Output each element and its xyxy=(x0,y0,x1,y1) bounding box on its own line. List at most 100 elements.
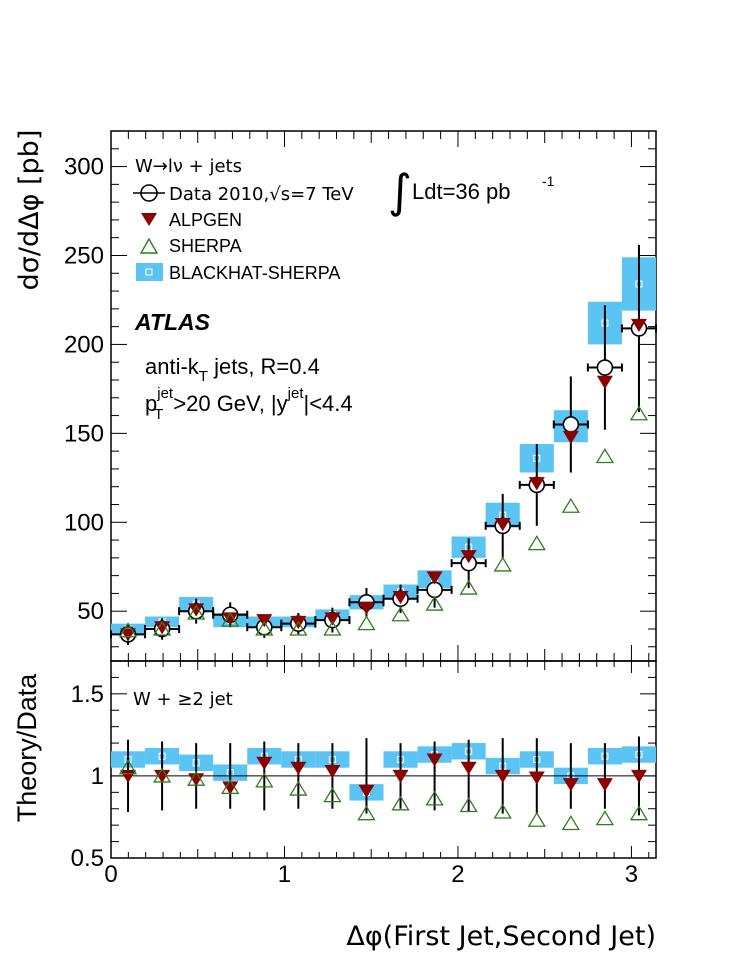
jet-cut-mid: >20 GeV, |y xyxy=(173,391,287,416)
alpgen-point xyxy=(494,518,511,532)
jet-definition-annotation: anti-kT jets, R=0.4 pjet T >20 GeV, |yjet|… xyxy=(145,354,353,423)
alpgen-point xyxy=(324,612,341,626)
alpgen-point xyxy=(358,601,375,615)
alpgen-point xyxy=(222,612,239,626)
main-axis-ticks xyxy=(110,130,656,661)
alpgen-point xyxy=(120,628,137,642)
jet-algo-sub: T xyxy=(199,368,208,385)
legend-title: W→lν + jets xyxy=(135,156,242,177)
legend-blackhat-label: BLACKHAT-SHERPA xyxy=(169,263,340,283)
ratio-blackhat-bands xyxy=(111,743,656,801)
ratio-sherpa-point xyxy=(323,787,342,803)
main-alpgen-points xyxy=(120,318,647,642)
ratio-sherpa-point xyxy=(629,805,649,821)
sherpa-point xyxy=(118,622,138,638)
ratio-alpgen-point xyxy=(154,769,171,784)
sherpa-point xyxy=(255,620,274,636)
jet-algorithm-text: anti-kT jets, R=0.4 xyxy=(145,354,320,385)
ratio-sherpa-point xyxy=(493,803,512,819)
sherpa-point xyxy=(459,579,478,595)
sherpa-point xyxy=(629,405,649,421)
legend-blackhat-inner xyxy=(145,268,153,276)
ratio-axis-ticks xyxy=(110,660,656,859)
main-ytick-label: 50 xyxy=(77,598,104,625)
x-axis-title: Δφ(First Jet,Second Jet) xyxy=(346,921,656,952)
sherpa-point xyxy=(561,497,580,513)
sherpa-point xyxy=(595,448,615,464)
ratio-alpgen-point xyxy=(324,764,341,779)
ratio-sherpa-point xyxy=(255,772,274,788)
main-ytick-label: 250 xyxy=(64,242,104,269)
ratio-alpgen-point xyxy=(290,761,307,775)
ratio-alpgen-point xyxy=(562,778,579,792)
ratio-sherpa-point xyxy=(187,770,206,786)
jet-algo-main: anti-k xyxy=(145,354,200,379)
main-ytick-label: 100 xyxy=(64,509,104,536)
ratio-alpgen-point xyxy=(256,756,273,770)
sherpa-point xyxy=(289,620,308,636)
ratio-sherpa-point xyxy=(152,767,172,783)
ratio-sherpa-point xyxy=(357,805,376,821)
ratio-sherpa-point xyxy=(425,790,444,806)
sherpa-point xyxy=(323,620,342,636)
ratio-ytick-label: 0.5 xyxy=(71,845,104,872)
legend-sherpa-marker xyxy=(139,237,159,254)
main-y-axis-title: dσ/dΔφ [pb] xyxy=(14,130,45,291)
jet-cut-p: p xyxy=(145,391,157,416)
ratio-sherpa-point xyxy=(561,815,580,831)
integral-symbol: ∫ xyxy=(388,164,412,218)
legend: W→lν + jets Data 2010,√s=7 TeV ALPGEN SH… xyxy=(133,156,354,283)
alpgen-point xyxy=(596,375,613,389)
ratio-y-axis-title: Theory/Data xyxy=(12,673,42,823)
tick-labels: 50 100 150 200 250 300 0 1 2 3 0.5 1 1.5 xyxy=(64,154,638,888)
alpgen-point xyxy=(188,603,205,617)
ratio-annotation: W + ≥2 jet xyxy=(133,689,233,710)
xtick-label: 2 xyxy=(451,861,464,888)
main-sherpa-points xyxy=(118,405,649,638)
jet-cut-end: |<4.4 xyxy=(303,391,352,416)
xtick-label: 3 xyxy=(625,861,638,888)
ratio-alpgen-point xyxy=(188,773,205,787)
data-point xyxy=(596,359,614,376)
alpgen-point xyxy=(528,477,545,491)
ratio-alpgen-point xyxy=(528,771,545,785)
ratio-ytick-label: 1 xyxy=(91,763,104,790)
jet-cut-jet-sup: jet xyxy=(156,385,174,402)
ratio-sherpa-point xyxy=(118,759,138,775)
jet-cut-jet-sup2: jet xyxy=(287,385,305,402)
alpgen-point xyxy=(154,621,171,635)
sherpa-point xyxy=(527,535,546,551)
jet-algo-rest: jets, R=0.4 xyxy=(208,354,320,379)
jet-cut-t-sub: T xyxy=(154,406,163,423)
alpgen-point xyxy=(392,590,409,605)
ratio-sherpa-point xyxy=(459,797,478,813)
jet-cuts-text: pjet T >20 GeV, |yjet|<4.4 xyxy=(145,385,353,423)
xtick-label: 1 xyxy=(278,861,291,888)
ratio-sherpa-point xyxy=(527,811,546,827)
legend-sherpa-label: SHERPA xyxy=(169,236,242,256)
ratio-sherpa-point xyxy=(221,778,240,795)
luminosity-label: ∫ Ldt=36 pb -1 xyxy=(388,164,555,218)
alpgen-point xyxy=(630,318,647,333)
ratio-sherpa-points xyxy=(118,759,649,831)
sherpa-point xyxy=(221,611,240,627)
legend-alpgen-label: ALPGEN xyxy=(169,210,242,230)
alpgen-point xyxy=(460,550,477,564)
alpgen-point xyxy=(426,571,443,585)
sherpa-point xyxy=(357,615,376,631)
ratio-alpgen-point xyxy=(494,769,511,784)
ratio-alpgen-point xyxy=(460,761,477,775)
ratio-alpgen-point xyxy=(120,769,137,784)
sherpa-point xyxy=(391,606,410,622)
main-ytick-label: 200 xyxy=(64,331,104,358)
sherpa-point xyxy=(425,595,444,611)
legend-blackhat-marker xyxy=(136,263,163,281)
luminosity-text: Ldt=36 pb xyxy=(412,179,510,204)
ratio-sherpa-point xyxy=(391,795,410,811)
ratio-ytick-label: 1.5 xyxy=(71,681,104,708)
ratio-alpgen-point xyxy=(596,778,613,792)
xtick-label: 0 xyxy=(104,861,117,888)
main-ytick-label: 150 xyxy=(64,420,104,447)
data-point xyxy=(562,416,580,433)
